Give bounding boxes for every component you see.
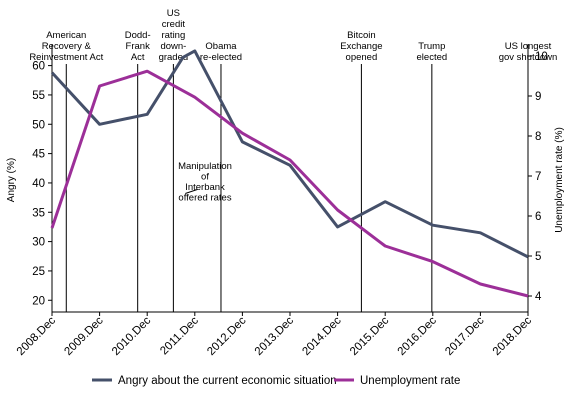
series-lines <box>50 49 529 298</box>
y-right-tick-label: 7 <box>535 171 541 183</box>
x-tick-label: 2015.Dec <box>348 314 391 357</box>
y-axis-right-title: Unemployment rate (%) <box>554 127 565 233</box>
y-left-tick-label: 20 <box>32 295 45 307</box>
x-tick-label: 2016.Dec <box>396 314 439 357</box>
event-label: Exchange <box>340 41 382 52</box>
y-right-tick-label: 4 <box>535 291 542 303</box>
event-label: Frank <box>126 41 151 52</box>
annotation-pointer <box>185 189 198 194</box>
x-tick-label: 2014.Dec <box>300 314 343 357</box>
y-right-tick-label: 9 <box>535 91 541 103</box>
legend: Angry about the current economic situati… <box>92 375 460 387</box>
x-tick-label: 2010.Dec <box>110 314 153 357</box>
y-left-tick-label: 45 <box>32 149 45 161</box>
event-label: down- <box>160 41 186 52</box>
x-tick-label: 2018.Dec <box>491 314 534 357</box>
event-label: elected <box>417 52 448 63</box>
event-label: Reinvestment Act <box>29 52 103 63</box>
event-label: graded <box>159 52 189 63</box>
event-label: Trump <box>418 41 445 52</box>
event-label: US <box>167 8 180 19</box>
x-tick-label: 2008.Dec <box>15 314 58 357</box>
event-label: rating <box>161 30 185 41</box>
event-label: Obama <box>205 41 237 52</box>
y-left-tick-label: 60 <box>32 61 45 73</box>
event-label: opened <box>346 52 378 63</box>
x-tick-label: 2011.Dec <box>158 314 201 357</box>
x-tick-label: 2013.Dec <box>253 314 296 357</box>
event-label: American <box>46 30 86 41</box>
event-label: Bitcoin <box>347 30 376 41</box>
event-label: Recovery & <box>42 41 92 52</box>
y-right-tick-label: 8 <box>535 131 541 143</box>
legend-label-angry: Angry about the current economic situati… <box>118 375 337 387</box>
x-tick-label: 2012.Dec <box>205 314 248 357</box>
event-label: re-elected <box>200 52 242 63</box>
y-left-tick-label: 50 <box>32 119 45 131</box>
y-left-tick-label: 25 <box>32 266 45 278</box>
y-left-tick-label: 35 <box>32 207 45 219</box>
event-label: Act <box>131 52 145 63</box>
event-label: Dodd- <box>125 30 151 41</box>
y-right-tick-label: 6 <box>535 211 541 223</box>
y-axis-left-title: Angry (%) <box>6 158 17 202</box>
y-left-tick-label: 30 <box>32 237 45 249</box>
unemployment-series-line <box>50 69 529 298</box>
annotation-label: offered rates <box>178 193 231 204</box>
x-tick-label: 2017.Dec <box>443 314 486 357</box>
legend-label-unemployment: Unemployment rate <box>360 375 460 387</box>
annotation-label: of <box>201 172 209 183</box>
y-right-tick-label: 10 <box>535 51 548 63</box>
annotation-label: Manipulation <box>178 161 232 172</box>
x-tick-label: 2009.Dec <box>62 314 105 357</box>
y-left-tick-label: 55 <box>32 90 45 102</box>
annotation-label: Interbank <box>185 182 225 193</box>
event-label: credit <box>162 19 186 30</box>
y-right-tick-label: 5 <box>535 251 541 263</box>
y-left-tick-label: 40 <box>32 178 45 190</box>
angry-series-line <box>50 49 529 259</box>
